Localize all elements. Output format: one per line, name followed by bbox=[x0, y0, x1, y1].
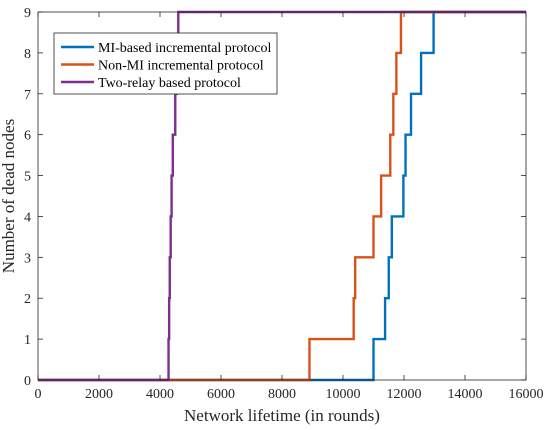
x-tick-label: 8000 bbox=[268, 387, 296, 402]
x-tick-label: 0 bbox=[35, 387, 42, 402]
y-tick-label: 5 bbox=[24, 170, 31, 185]
y-tick-label: 3 bbox=[24, 251, 31, 266]
y-tick-label: 0 bbox=[24, 374, 31, 389]
y-tick-label: 7 bbox=[24, 88, 31, 103]
y-tick-label: 6 bbox=[24, 129, 31, 144]
x-tick-label: 2000 bbox=[85, 387, 113, 402]
y-tick-label: 2 bbox=[24, 292, 31, 307]
legend-label-1: MI-based incremental protocol bbox=[98, 41, 271, 56]
legend: MI-based incremental protocol Non-MI incr… bbox=[53, 32, 278, 95]
x-tick-label: 6000 bbox=[207, 387, 235, 402]
x-axis-label: Network lifetime (in rounds) bbox=[184, 406, 380, 425]
series-line-1 bbox=[38, 10, 526, 382]
x-tick-label: 14000 bbox=[448, 387, 483, 402]
series-line-2 bbox=[38, 10, 526, 382]
y-tick-label: 4 bbox=[24, 210, 31, 225]
x-tick-label: 4000 bbox=[146, 387, 174, 402]
y-tick-label: 1 bbox=[24, 333, 31, 348]
y-tick-label: 8 bbox=[24, 47, 31, 62]
legend-label-3: Two-relay based protocol bbox=[98, 76, 241, 91]
x-tick-label: 16000 bbox=[509, 387, 544, 402]
y-axis-label: Number of dead nodes bbox=[0, 119, 18, 273]
y-tick-label: 9 bbox=[24, 6, 31, 21]
axis-ticks: 0 2000 4000 6000 8000 10000 12000 14000 16000 0 1 2… bbox=[24, 6, 544, 402]
x-tick-label: 10000 bbox=[326, 387, 361, 402]
x-tick-label: 12000 bbox=[387, 387, 422, 402]
legend-label-2: Non-MI incremental protocol bbox=[98, 59, 264, 74]
